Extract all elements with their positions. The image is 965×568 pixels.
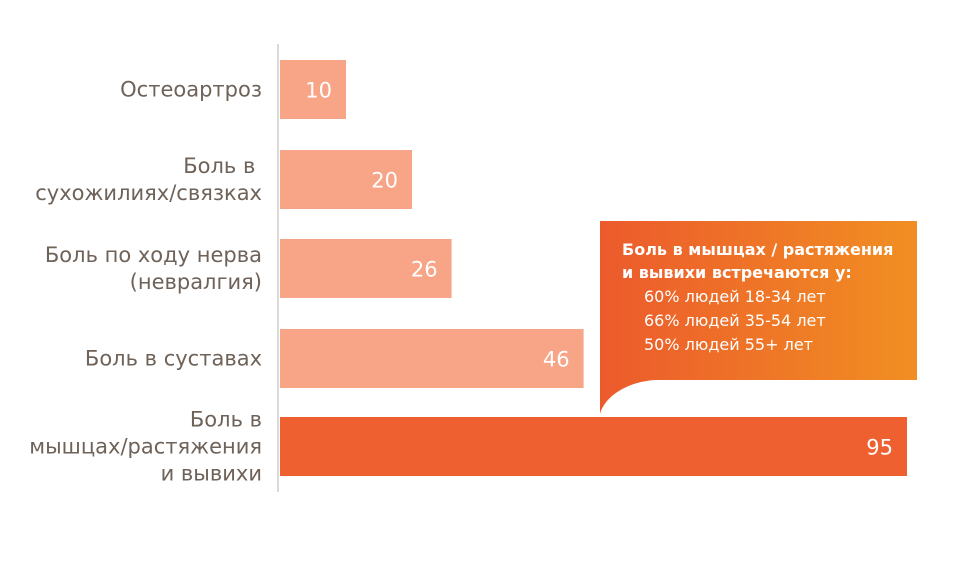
value-label-4: 46 — [543, 348, 570, 372]
bar-5 — [280, 417, 907, 476]
callout-heading-line-1: Боль в мышцах / растяжения — [622, 240, 893, 259]
bar-2 — [280, 150, 412, 209]
callout-line-2: 66% людей 35-54 лет — [644, 311, 826, 330]
callout-heading-line-2: и вывихи встречаются у: — [622, 263, 852, 282]
value-label-3: 26 — [411, 258, 438, 282]
callout-line-1: 60% людей 18-34 лет — [644, 287, 826, 306]
callout-heading: Боль в мышцах / растяжения и вывихи встр… — [622, 240, 899, 282]
callout-lines: 60% людей 18-34 лет 66% людей 35-54 лет … — [644, 287, 831, 354]
value-label-2: 20 — [371, 169, 398, 193]
category-label-2: Боль в сухожилиях/связках — [35, 154, 262, 205]
bar-1 — [280, 60, 346, 119]
category-labels: Остеоартроз Боль в сухожилиях/связках Боль… — [29, 78, 262, 486]
category-label-1: Остеоартроз — [120, 78, 262, 102]
callout-box — [600, 221, 917, 414]
bars-layer: 10 20 26 46 95 — [280, 60, 907, 476]
value-label-1: 10 — [305, 79, 332, 103]
bar-3 — [280, 239, 452, 298]
callout: Боль в мышцах / растяжения и вывихи встр… — [600, 221, 917, 414]
category-label-4: Боль в суставах — [85, 347, 262, 371]
callout-line-3: 50% людей 55+ лет — [644, 335, 813, 354]
value-label-5: 95 — [866, 436, 893, 460]
category-label-3: Боль по ходу нерва (невралгия) — [45, 243, 262, 294]
bar-4 — [280, 329, 584, 388]
category-label-5: Боль в мышцах/растяжения и вывихи — [29, 408, 262, 486]
